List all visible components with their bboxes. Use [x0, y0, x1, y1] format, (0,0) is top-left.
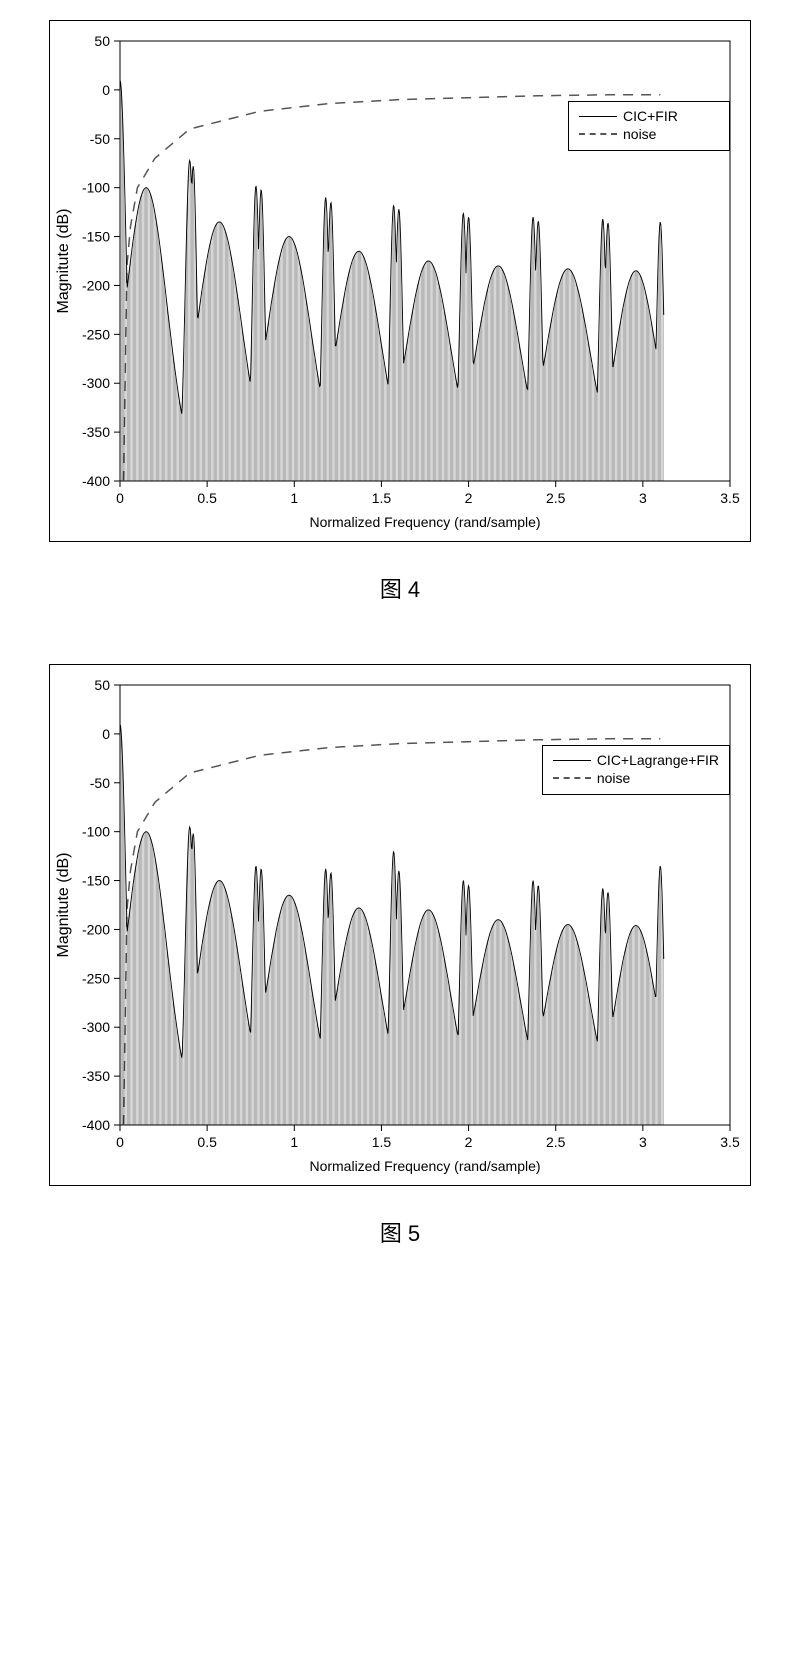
y-axis-label: Magnitute (dB) — [55, 853, 72, 958]
xtick-label: 3.5 — [720, 490, 740, 506]
ytick-label: -250 — [82, 326, 110, 342]
ytick-label: -50 — [90, 131, 110, 147]
chart-container: 0 0.5 1 1.5 2 2.5 3 3.5 -400 -350 -300 -250 -200 -150… — [49, 664, 751, 1186]
ytick-label: -150 — [82, 229, 110, 245]
xtick-label: 1.5 — [372, 1134, 392, 1150]
ytick-label: -200 — [82, 921, 110, 937]
ytick-label: -300 — [82, 375, 110, 391]
figure-caption: 图 5 — [10, 1216, 790, 1248]
legend-label: noise — [623, 126, 656, 142]
xtick-label: 3.5 — [720, 1134, 740, 1150]
legend-label: noise — [597, 770, 630, 786]
ytick-label: -300 — [82, 1019, 110, 1035]
line-swatch-icon — [579, 116, 617, 117]
ytick-label: -250 — [82, 970, 110, 986]
x-axis-label: Normalized Frequency (rand/sample) — [309, 1158, 540, 1174]
xtick-label: 0.5 — [197, 490, 217, 506]
ytick-label: -350 — [82, 1068, 110, 1084]
ytick-label: 50 — [94, 33, 110, 49]
xtick-label: 0 — [116, 1134, 124, 1150]
figure-block: 0 0.5 1 1.5 2 2.5 3 3.5 -400 -350 -300 -250 -200 -150… — [10, 664, 790, 1248]
xtick-label: 0.5 — [197, 1134, 217, 1150]
ytick-label: -100 — [82, 824, 110, 840]
xtick-label: 1 — [290, 490, 298, 506]
x-axis-label: Normalized Frequency (rand/sample) — [309, 514, 540, 530]
xtick-label: 3 — [639, 490, 647, 506]
ytick-label: 0 — [102, 726, 110, 742]
xtick-label: 2 — [465, 1134, 473, 1150]
ytick-label: -50 — [90, 775, 110, 791]
legend: CIC+FIR noise — [568, 101, 730, 151]
ytick-label: -100 — [82, 180, 110, 196]
legend-label: CIC+FIR — [623, 108, 678, 124]
xtick-label: 2.5 — [546, 490, 566, 506]
xtick-label: 2.5 — [546, 1134, 566, 1150]
legend-item: CIC+Lagrange+FIR — [553, 752, 719, 768]
legend-item: CIC+FIR — [579, 108, 719, 124]
xtick-label: 3 — [639, 1134, 647, 1150]
figure-caption: 图 4 — [10, 572, 790, 604]
figure-block: 0 0.5 1 1.5 2 2.5 3 3.5 -400 -350 -300 -250 -200 -150… — [10, 20, 790, 604]
line-swatch-icon — [553, 760, 591, 761]
chart-container: 0 0.5 1 1.5 2 2.5 3 3.5 -400 -350 -300 -250 -200 -150… — [49, 20, 751, 542]
chart-svg: 0 0.5 1 1.5 2 2.5 3 3.5 -400 -350 -300 -250 -200 -150… — [50, 665, 750, 1185]
legend-item: noise — [579, 126, 719, 142]
xtick-label: 0 — [116, 490, 124, 506]
dash-swatch-icon — [553, 777, 591, 779]
ytick-label: -200 — [82, 277, 110, 293]
xtick-label: 1 — [290, 1134, 298, 1150]
dash-swatch-icon — [579, 133, 617, 135]
chart-svg: 0 0.5 1 1.5 2 2.5 3 3.5 -400 -350 -300 -250 -200 -150… — [50, 21, 750, 541]
legend-item: noise — [553, 770, 719, 786]
legend-label: CIC+Lagrange+FIR — [597, 752, 719, 768]
ytick-label: -400 — [82, 473, 110, 489]
ytick-label: 50 — [94, 677, 110, 693]
legend: CIC+Lagrange+FIR noise — [542, 745, 730, 795]
xtick-label: 2 — [465, 490, 473, 506]
y-axis-label: Magnitute (dB) — [55, 209, 72, 314]
ytick-label: -400 — [82, 1117, 110, 1133]
ytick-label: 0 — [102, 82, 110, 98]
ytick-label: -350 — [82, 424, 110, 440]
ytick-label: -150 — [82, 873, 110, 889]
xtick-label: 1.5 — [372, 490, 392, 506]
